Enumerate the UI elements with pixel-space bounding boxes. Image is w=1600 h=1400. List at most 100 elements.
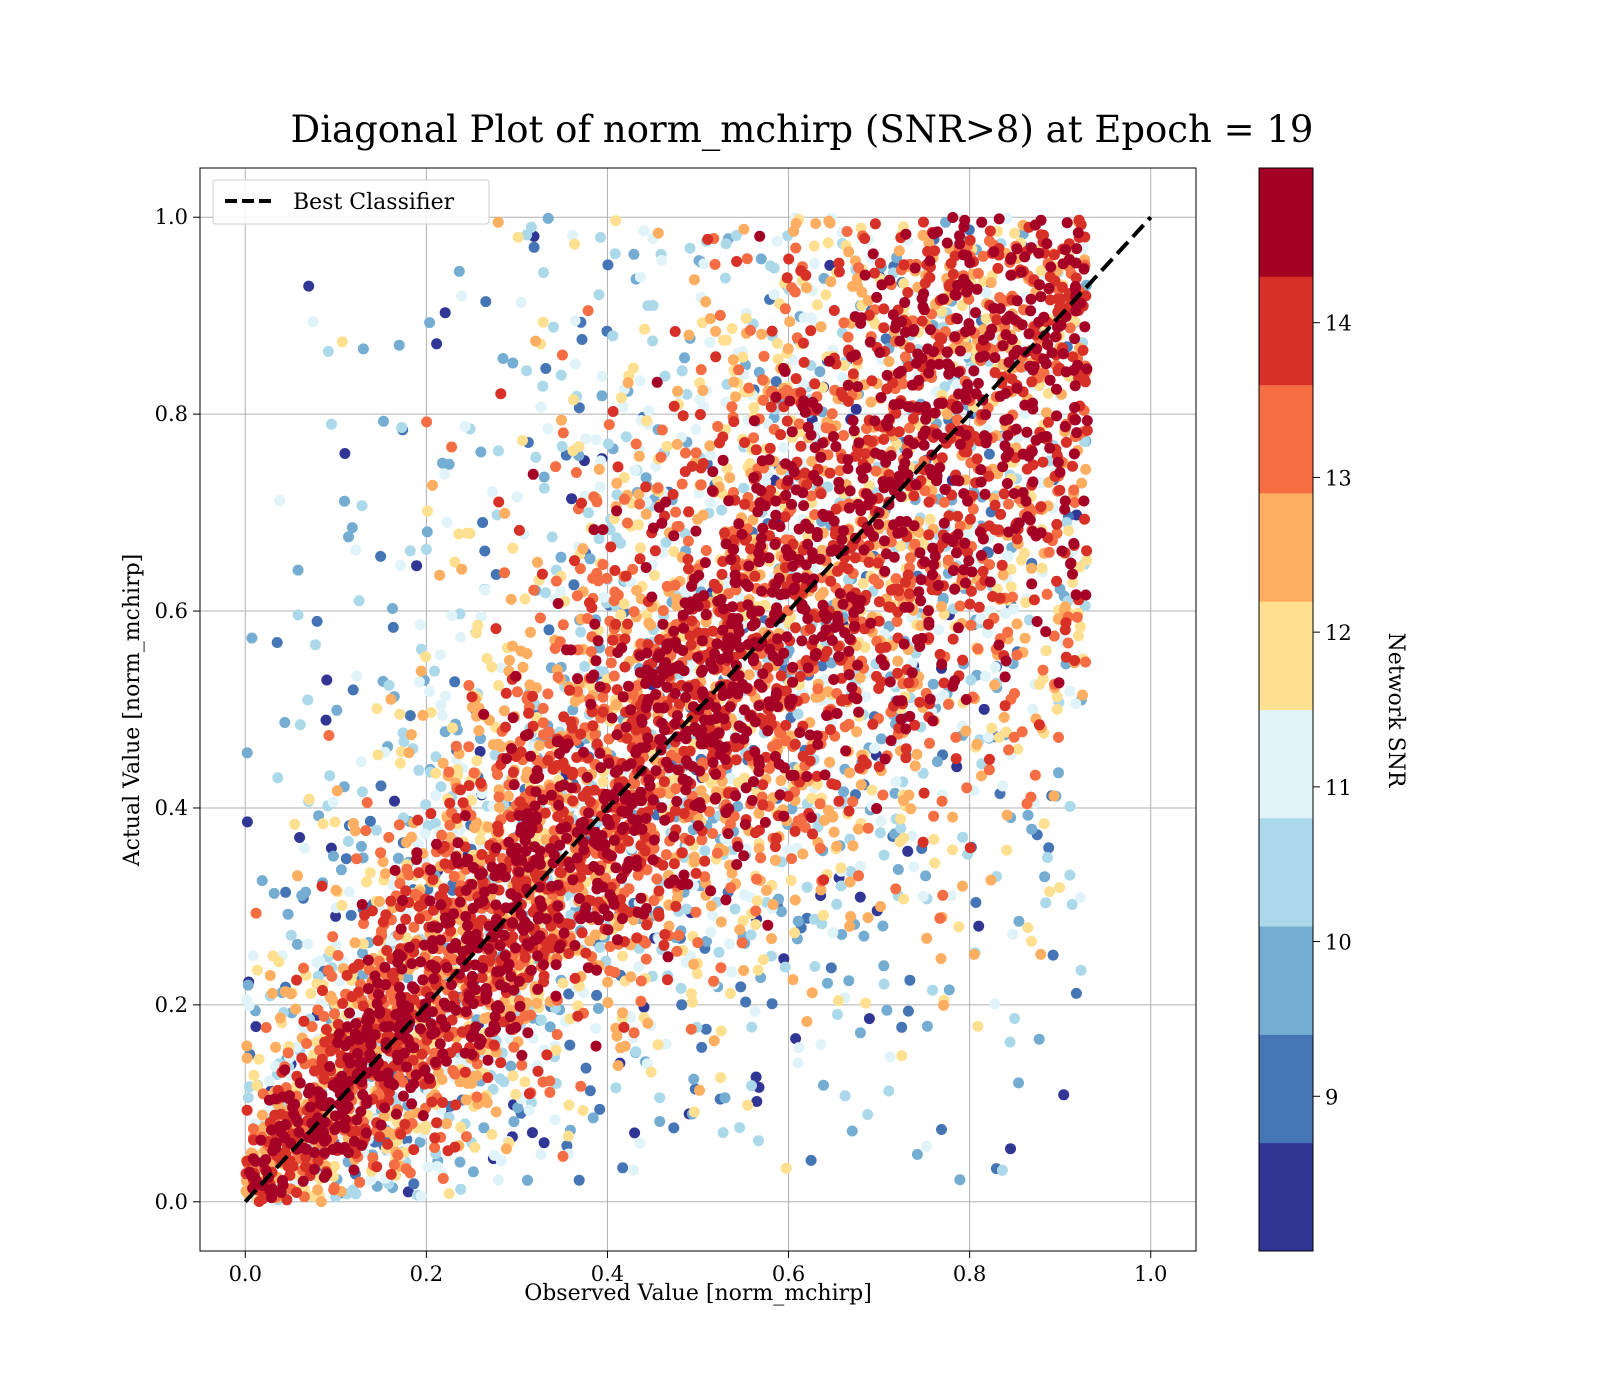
data-point	[919, 485, 931, 497]
data-point	[505, 593, 517, 605]
data-point	[551, 1029, 563, 1040]
data-point	[1051, 575, 1063, 587]
data-point	[446, 441, 458, 453]
data-point	[862, 1109, 874, 1120]
data-point	[869, 742, 881, 754]
data-point	[642, 1017, 654, 1029]
data-point	[617, 1162, 629, 1174]
data-point	[512, 1102, 524, 1114]
data-point	[715, 962, 727, 974]
data-point	[768, 289, 780, 300]
data-point	[880, 333, 892, 345]
data-point	[740, 996, 752, 1008]
data-point	[1039, 871, 1051, 883]
data-point	[743, 382, 755, 394]
data-point	[703, 806, 715, 817]
data-point	[822, 237, 834, 249]
data-point	[972, 267, 984, 279]
data-point	[849, 552, 861, 564]
data-point	[603, 419, 615, 431]
data-point	[434, 649, 446, 661]
data-point	[326, 970, 338, 982]
data-point	[1074, 561, 1086, 573]
data-point	[443, 1188, 455, 1200]
data-point	[318, 1010, 330, 1022]
data-point	[797, 848, 809, 860]
data-point	[676, 478, 688, 490]
data-point	[755, 852, 767, 864]
data-point	[1019, 632, 1031, 644]
data-point	[412, 814, 424, 826]
data-point	[743, 669, 755, 681]
data-point	[528, 584, 540, 596]
data-point	[303, 793, 315, 805]
data-point	[1059, 601, 1071, 613]
data-point	[555, 551, 567, 563]
data-point	[739, 772, 751, 784]
data-point	[641, 415, 653, 427]
data-point	[312, 1184, 324, 1196]
data-point	[429, 665, 440, 677]
data-point	[842, 331, 854, 343]
data-point	[883, 1085, 895, 1097]
plot-area	[199, 167, 1197, 1252]
data-point	[967, 503, 979, 515]
data-point	[398, 736, 410, 748]
data-point	[715, 1025, 727, 1037]
data-point	[404, 710, 416, 722]
data-point	[957, 880, 968, 892]
data-point	[784, 316, 796, 328]
data-point	[838, 317, 850, 329]
data-point	[430, 767, 442, 779]
data-point	[329, 1008, 340, 1020]
data-point	[609, 967, 621, 978]
data-point	[862, 822, 874, 834]
data-point	[365, 1174, 377, 1186]
data-point	[696, 1041, 708, 1053]
data-point	[875, 815, 887, 827]
data-point	[920, 1141, 932, 1152]
data-point	[993, 524, 1005, 536]
data-point	[550, 461, 562, 473]
data-point	[557, 1150, 569, 1162]
data-point	[632, 869, 644, 881]
data-point	[668, 546, 680, 558]
data-point	[1051, 703, 1063, 715]
data-point	[757, 374, 769, 386]
data-point	[336, 336, 348, 348]
data-point	[544, 1021, 556, 1033]
data-point	[630, 1046, 642, 1058]
data-point	[479, 545, 491, 557]
data-point	[639, 323, 651, 335]
data-point	[641, 1058, 653, 1070]
data-point	[1007, 591, 1018, 603]
data-point	[749, 1006, 761, 1017]
data-point	[513, 524, 525, 536]
data-point	[347, 684, 359, 696]
data-point	[532, 556, 543, 568]
data-point	[977, 250, 989, 262]
data-point	[716, 504, 728, 516]
data-point	[567, 394, 579, 406]
data-point	[393, 1071, 405, 1083]
data-point	[552, 671, 564, 683]
data-point	[713, 946, 725, 958]
data-point	[263, 1075, 275, 1087]
data-point	[720, 334, 732, 346]
data-point	[814, 842, 826, 854]
data-point	[902, 1005, 914, 1017]
data-point	[671, 892, 683, 904]
data-point	[820, 289, 832, 301]
data-point	[662, 974, 673, 986]
data-point	[989, 661, 1001, 673]
data-point	[806, 792, 818, 804]
data-point	[771, 738, 783, 750]
data-point	[574, 563, 586, 575]
data-point	[274, 1012, 286, 1024]
data-point	[250, 1021, 262, 1033]
data-point	[577, 543, 589, 555]
data-point	[868, 573, 880, 585]
data-point	[676, 999, 688, 1011]
data-point	[327, 931, 339, 943]
data-point	[439, 307, 451, 319]
